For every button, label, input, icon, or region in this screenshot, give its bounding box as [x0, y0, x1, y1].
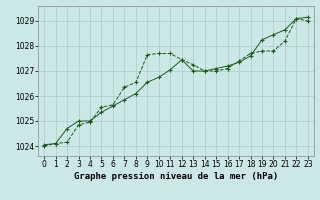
X-axis label: Graphe pression niveau de la mer (hPa): Graphe pression niveau de la mer (hPa): [74, 172, 278, 181]
